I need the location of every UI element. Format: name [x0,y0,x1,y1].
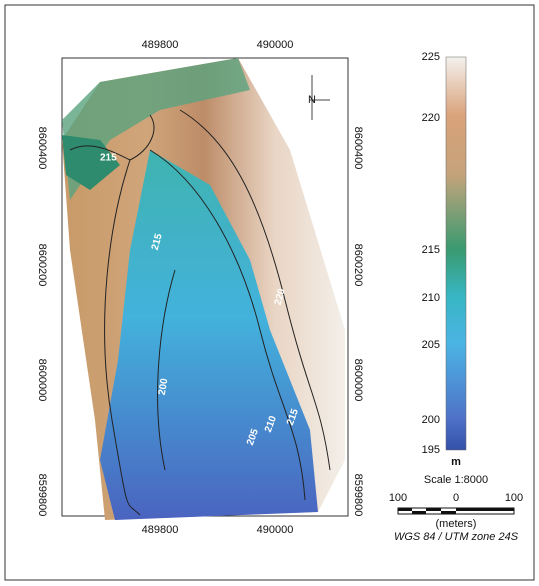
y-coordinate-label: 8600200 [36,244,48,287]
scale-label: 100 [505,492,523,504]
legend-tick-label: 220 [422,112,440,124]
y-coordinate-label: 8599800 [36,474,48,517]
legend-tick-label: 215 [422,244,440,256]
x-coordinate-label: 489800 [142,39,179,51]
contour-label: 215 [100,153,117,164]
legend-tick-label: 205 [422,339,440,351]
y-coordinate-label: 8599800 [352,474,364,517]
elevation-model [62,58,345,520]
scale-label: 100 [389,492,407,504]
legend-unit: m [451,456,461,468]
y-coordinate-label: 8600200 [352,244,364,287]
north-label: N [308,94,316,106]
map-figure: N 215 215 220 200 205 210 215 489800 490… [0,0,539,586]
x-coordinate-label: 489800 [142,524,179,536]
projection-label: WGS 84 / UTM zone 24S [394,531,519,543]
legend-tick-label: 195 [422,444,440,456]
y-coordinate-label: 8600000 [352,359,364,402]
y-coordinate-label: 8600400 [36,127,48,170]
scale-title: Scale 1:8000 [424,474,488,486]
north-arrow: N [308,75,330,120]
x-coordinate-label: 490000 [257,39,294,51]
y-coordinate-label: 8600000 [36,359,48,402]
scale-unit: (meters) [436,518,477,530]
y-coordinate-label: 8600400 [352,127,364,170]
scale-label: 0 [453,492,459,504]
color-bar [446,57,466,450]
legend-tick-label: 210 [422,292,440,304]
x-coordinate-label: 490000 [257,524,294,536]
scale-bar [398,508,514,514]
legend-tick-label: 200 [422,414,440,426]
legend-tick-label: 225 [422,51,440,63]
